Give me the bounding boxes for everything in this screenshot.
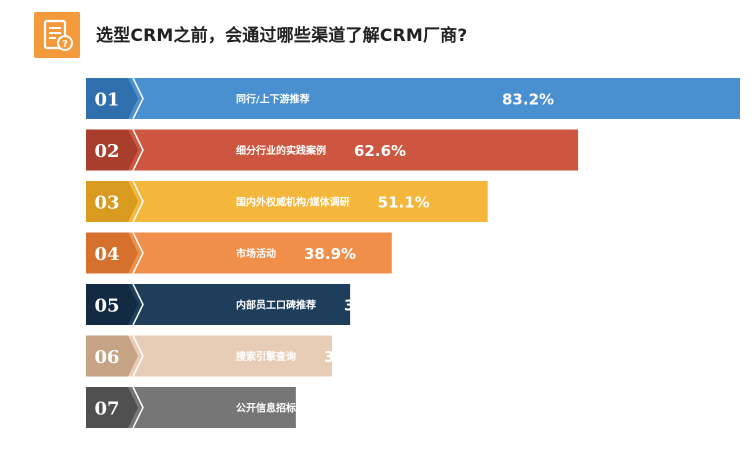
value-label: 33.6%: [344, 297, 396, 315]
bar-row: 04 市场活动 38.9%: [86, 232, 392, 274]
rank-number: 05: [94, 296, 119, 317]
chevron-icon: [132, 77, 144, 120]
value-label: 51.1%: [378, 194, 430, 212]
bar-row: 06 搜索引擎查询 31.3%: [86, 335, 376, 377]
value-label: 31.3%: [324, 348, 376, 366]
category-label: 细分行业的实践案例: [236, 144, 326, 157]
rank-block: [86, 387, 128, 428]
bar: [86, 78, 740, 119]
rank-block: [86, 232, 128, 274]
rank-number: 07: [94, 399, 119, 420]
rank-block: [86, 284, 128, 325]
category-label: 同行/上下游推荐: [236, 93, 310, 106]
category-label: 市场活动: [236, 247, 276, 260]
chevron-icon: [132, 335, 144, 377]
chevron-icon: [128, 78, 138, 119]
bar-row: 07 公开信息招标 26.7%: [86, 386, 376, 429]
value-label: 83.2%: [502, 91, 554, 109]
rank-number: 03: [94, 193, 119, 214]
bar-row: 03 国内外权威机构/媒体调研 51.1%: [86, 180, 488, 223]
questionnaire-icon: ?: [34, 12, 80, 58]
category-label: 国内外权威机构/媒体调研: [236, 196, 350, 209]
svg-text:?: ?: [62, 39, 68, 50]
chevron-icon: [128, 335, 138, 377]
value-label: 62.6%: [354, 142, 406, 160]
chevron-icon: [132, 129, 144, 171]
category-label: 内部员工口碑推荐: [236, 299, 316, 312]
chevron-icon: [132, 283, 144, 326]
bar: [86, 181, 488, 222]
category-label: 公开信息招标: [236, 402, 296, 415]
chevron-icon: [128, 284, 138, 325]
chevron-icon: [128, 387, 138, 428]
chevron-icon: [132, 232, 144, 274]
rank-block: [86, 129, 128, 171]
rank-block: [86, 335, 128, 377]
rank-number: 01: [94, 90, 119, 111]
chevron-icon: [128, 181, 138, 222]
bar: [86, 129, 579, 171]
value-label: 26.7%: [324, 400, 376, 418]
rank-block: [86, 181, 128, 222]
rank-number: 06: [94, 347, 119, 368]
rank-number: 02: [94, 141, 119, 162]
chevron-icon: [128, 129, 138, 171]
category-label: 搜索引擎查询: [236, 350, 296, 363]
rank-block: [86, 78, 128, 119]
value-label: 38.9%: [304, 245, 356, 263]
bar-row: 02 细分行业的实践案例 62.6%: [86, 129, 579, 171]
rank-number: 04: [94, 244, 119, 265]
chevron-icon: [132, 180, 144, 223]
chart-title: 选型CRM之前，会通过哪些渠道了解CRM厂商?: [96, 26, 468, 46]
bar-row: 01 同行/上下游推荐 83.2%: [86, 77, 740, 120]
chevron-icon: [128, 232, 138, 274]
chevron-icon: [132, 386, 144, 429]
bar-row: 05 内部员工口碑推荐 33.6%: [86, 283, 396, 326]
